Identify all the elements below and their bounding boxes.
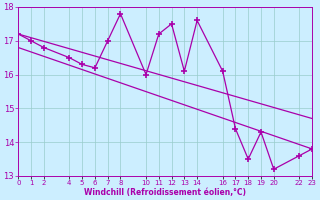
X-axis label: Windchill (Refroidissement éolien,°C): Windchill (Refroidissement éolien,°C) [84,188,246,197]
